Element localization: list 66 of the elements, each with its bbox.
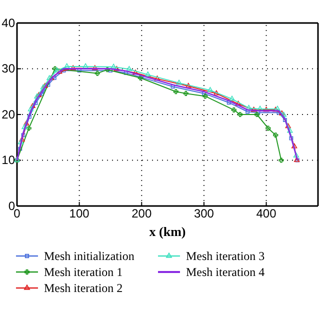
point [231, 107, 236, 112]
point [64, 63, 70, 68]
point [273, 132, 278, 138]
point [104, 67, 110, 72]
point [207, 87, 213, 92]
point [186, 82, 192, 88]
legend-label: Mesh initialization [44, 249, 134, 263]
x-axis-title: x (km) [149, 224, 186, 239]
point [293, 152, 299, 158]
legend-label: Mesh iteration 2 [44, 281, 123, 295]
y-tick-label: 10 [2, 153, 16, 168]
point [94, 70, 100, 76]
point [24, 120, 30, 126]
point [22, 124, 28, 130]
point [214, 90, 220, 96]
point [256, 110, 260, 115]
point [21, 133, 26, 138]
y-tick-label: 20 [2, 107, 16, 122]
x-tick-label: 400 [256, 206, 277, 221]
point [26, 126, 32, 131]
point [27, 114, 32, 119]
point [246, 104, 252, 110]
y-tick-label: 40 [2, 16, 16, 30]
point [226, 100, 231, 105]
point [246, 110, 250, 114]
point [70, 65, 76, 70]
x-tick-label: 100 [69, 206, 90, 221]
point [251, 106, 257, 112]
point [292, 143, 298, 148]
point [289, 136, 294, 140]
point [52, 76, 56, 80]
legend-label: Mesh iteration 4 [186, 265, 265, 279]
legend-label: Mesh iteration 3 [186, 249, 265, 263]
point [28, 106, 34, 112]
point [287, 128, 293, 133]
point [126, 66, 132, 71]
point [82, 63, 88, 68]
point [266, 126, 271, 131]
point [18, 146, 22, 151]
point [30, 103, 36, 108]
point [183, 90, 188, 96]
point [18, 139, 24, 144]
point [19, 136, 25, 142]
point [238, 112, 243, 118]
point [92, 65, 98, 70]
point [235, 100, 242, 106]
point [34, 101, 38, 106]
point [254, 112, 260, 118]
x-tick-label: 300 [194, 206, 214, 221]
point [173, 89, 178, 94]
point [110, 64, 116, 69]
x-tick-label: 200 [132, 206, 152, 221]
point [257, 106, 263, 111]
point [40, 84, 46, 90]
point [285, 123, 291, 128]
point [170, 84, 175, 89]
y-tick-label: 30 [2, 62, 16, 76]
point [36, 92, 42, 98]
point [202, 94, 208, 99]
point [278, 158, 284, 163]
point [145, 72, 151, 76]
point [114, 66, 120, 71]
point [229, 96, 235, 101]
legend-label: Mesh iteration 1 [44, 265, 123, 279]
point [282, 118, 287, 122]
point [176, 80, 182, 85]
